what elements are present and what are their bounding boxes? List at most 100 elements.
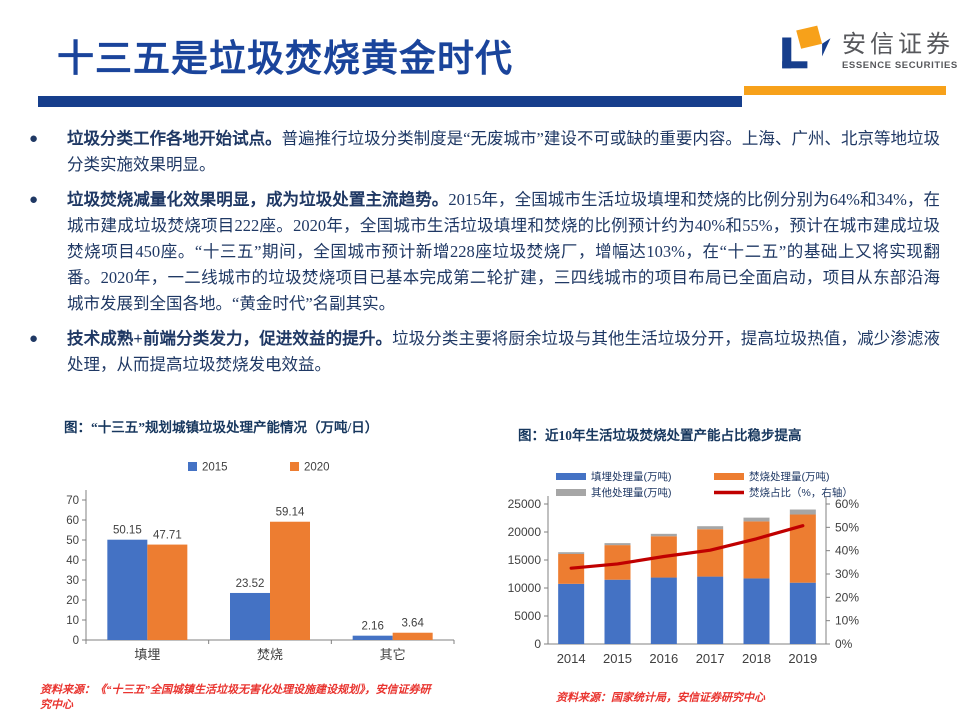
bullet-rest: 垃圾分类主要将厨余垃圾与其他生活垃圾分开，提高垃圾热值，减少渗滤液处理，从而提高… <box>67 329 941 374</box>
legend-label: 焚烧占比（%，右轴） <box>749 486 853 499</box>
bullet-rest: 普遍推行垃圾分类制度是“无废城市”建设不可或缺的重要内容。上海、广州、北京等地垃… <box>67 129 941 174</box>
svg-text:0: 0 <box>534 637 541 651</box>
bullet-icon: ● <box>29 192 39 208</box>
page-title: 十三五是垃圾焚烧黄金时代 <box>57 38 513 79</box>
bar-segment <box>604 579 631 644</box>
data-label: 3.64 <box>401 618 424 630</box>
header-accent-orange <box>744 86 946 95</box>
bar <box>107 539 148 640</box>
brand-logo-icon <box>782 25 831 69</box>
svg-text:50%: 50% <box>835 520 859 534</box>
data-label: 23.52 <box>236 578 265 590</box>
legend-swatch <box>556 489 586 496</box>
bar-segment <box>743 517 770 522</box>
chart-source: 资料来源：国家统计局，安信证券研究中心 <box>556 692 765 704</box>
stacked-bars: 2014 2015 2016 2017 2018 2019 <box>557 509 817 666</box>
data-label: 59.14 <box>276 507 305 519</box>
data-label: 47.71 <box>153 530 182 542</box>
bar <box>392 632 433 640</box>
x-tick-label: 焚烧 <box>257 647 283 662</box>
svg-text:25000: 25000 <box>508 497 542 511</box>
legend-swatch <box>556 473 586 480</box>
bar-segment <box>650 577 677 644</box>
stacked-bar-line-chart: 填埋处理量(万吨) 焚烧处理量(万吨) 其他处理量(万吨) 焚烧占比（%，右轴） 0 50… <box>508 470 860 666</box>
x-tick-label: 其它 <box>380 647 406 662</box>
legend-label: 2015 <box>202 462 228 474</box>
bar-segment <box>558 552 585 554</box>
bullet-text: 技术成熟+前端分类发力，促进效益的提升。垃圾分类主要将厨余垃圾与其他生活垃圾分开… <box>67 326 940 378</box>
bullet-rest: 2015年，全国城市生活垃圾填埋和焚烧的比例分别为64%和34%，在城市建成垃圾… <box>67 190 941 313</box>
x-tick-label: 2015 <box>603 651 632 666</box>
bullet-lead: 垃圾焚烧减量化效果明显，成为垃圾处置主流趋势。 <box>67 190 449 209</box>
legend-label: 2020 <box>304 462 330 474</box>
bar-segment <box>650 533 677 537</box>
header-accent-blue <box>38 96 742 107</box>
bar-segment <box>558 583 585 644</box>
legend-swatch <box>188 462 197 471</box>
bar <box>230 592 270 640</box>
bullet-icon: ● <box>29 131 39 147</box>
chart-title: 图：“十三五”规划城镇垃圾处理产能情况（万吨/日） <box>64 420 379 435</box>
bullet-item: ● 垃圾分类工作各地开始试点。普遍推行垃圾分类制度是“无废城市”建设不可或缺的重… <box>25 126 940 178</box>
bullet-item: ● 垃圾焚烧减量化效果明显，成为垃圾处置主流趋势。2015年，全国城市生活垃圾填… <box>25 187 940 317</box>
data-label: 2.16 <box>361 621 383 633</box>
svg-text:10%: 10% <box>835 614 859 628</box>
legend-label: 其他处理量(万吨) <box>591 486 672 499</box>
brand-logo: 安信证券 ESSENCE SECURITIES <box>778 24 958 72</box>
x-tick-label: 填埋 <box>134 647 160 662</box>
bar-segment <box>743 578 770 644</box>
chart-title: 图：近10年生活垃圾焚烧处置产能占比稳步提高 <box>518 428 802 443</box>
bar-segment <box>697 576 724 644</box>
svg-text:30: 30 <box>66 575 79 587</box>
legend-label: 填埋处理量(万吨) <box>591 470 672 483</box>
svg-text:15000: 15000 <box>508 553 542 567</box>
svg-text:60%: 60% <box>835 497 859 511</box>
axes: 0 5000 10000 15000 20000 25000 0% 10% 20% 30% 40% 5… <box>508 496 859 651</box>
x-tick-label: 2018 <box>742 651 771 666</box>
bar-segment <box>604 543 631 546</box>
legend-label: 焚烧处理量(万吨) <box>749 470 830 483</box>
bar-segment <box>697 526 724 530</box>
svg-text:5000: 5000 <box>514 609 541 623</box>
bullet-text: 垃圾分类工作各地开始试点。普遍推行垃圾分类制度是“无废城市”建设不可或缺的重要内… <box>67 126 940 178</box>
bullet-lead: 垃圾分类工作各地开始试点。 <box>67 129 282 148</box>
bar <box>270 521 310 640</box>
chart-source: 资料来源：《“十三五”全国城镇生活垃圾无害化处理设施建设规划》，安信证券研究中心 <box>40 684 431 711</box>
x-tick-label: 2016 <box>649 651 678 666</box>
figure-capacity-plan: 图：“十三五”规划城镇垃圾处理产能情况（万吨/日） 2015 2020 0 10 20 3… <box>40 418 472 713</box>
legend-swatch <box>290 462 299 471</box>
bar-segment <box>789 509 816 515</box>
svg-text:20: 20 <box>66 595 79 607</box>
svg-text:40: 40 <box>66 555 79 567</box>
svg-text:70: 70 <box>66 495 79 507</box>
chart-legend: 2015 2020 <box>188 462 330 474</box>
data-label: 50.15 <box>113 525 142 537</box>
svg-text:0: 0 <box>73 635 79 647</box>
bar <box>352 635 393 640</box>
svg-text:30%: 30% <box>835 567 859 581</box>
brand-text: 安信证券 ESSENCE SECURITIES <box>842 31 958 72</box>
chart-legend: 填埋处理量(万吨) 焚烧处理量(万吨) 其他处理量(万吨) 焚烧占比（%，右轴） <box>556 470 853 499</box>
bullet-list: ● 垃圾分类工作各地开始试点。普遍推行垃圾分类制度是“无废城市”建设不可或缺的重… <box>25 126 940 387</box>
svg-text:60: 60 <box>66 515 79 527</box>
figure-incineration-share: 图：近10年生活垃圾焚烧处置产能占比稳步提高 填埋处理量(万吨) 焚烧处理量(万吨… <box>486 426 956 706</box>
share-line <box>569 524 805 570</box>
grouped-bar-chart: 2015 2020 0 10 20 30 40 50 60 70 50.15 47.71 填埋 23.52… <box>66 462 455 662</box>
bullet-text: 垃圾焚烧减量化效果明显，成为垃圾处置主流趋势。2015年，全国城市生活垃圾填埋和… <box>67 187 940 317</box>
svg-text:40%: 40% <box>835 544 859 558</box>
bar <box>147 544 188 640</box>
bullet-item: ● 技术成熟+前端分类发力，促进效益的提升。垃圾分类主要将厨余垃圾与其他生活垃圾… <box>25 326 940 378</box>
bars: 50.15 47.71 填埋 23.52 59.14 焚烧 2.16 3.64 其它 <box>107 507 433 662</box>
bullet-icon: ● <box>29 331 39 347</box>
svg-text:10000: 10000 <box>508 581 542 595</box>
x-tick-label: 2019 <box>788 651 817 666</box>
svg-text:0%: 0% <box>835 637 853 651</box>
brand-name: 安信证券 <box>842 31 954 58</box>
legend-swatch <box>714 473 744 480</box>
bar-segment <box>789 582 816 644</box>
svg-text:50: 50 <box>66 535 79 547</box>
bar-segment <box>743 521 770 579</box>
brand-subtitle: ESSENCE SECURITIES <box>842 60 958 71</box>
svg-text:20%: 20% <box>835 590 859 604</box>
